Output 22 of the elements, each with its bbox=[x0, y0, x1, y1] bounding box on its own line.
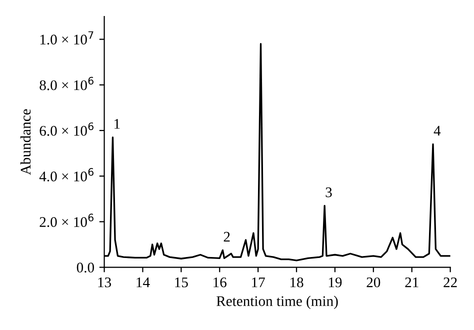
y-tick-label: 6.0 × 10$^{6}$ bbox=[40, 122, 94, 136]
annotation: 1 bbox=[114, 119, 120, 129]
y-tick-label: 4.0 × 10$^{6}$ bbox=[39, 168, 94, 182]
x-tick-label: 21 bbox=[405, 277, 418, 288]
x-tick-label: 16 bbox=[214, 277, 226, 288]
x-tick-label: 15 bbox=[175, 278, 188, 288]
x-tick-label: 18 bbox=[290, 277, 304, 288]
y-tick-label: 8.0 × 10$^{6}$ bbox=[40, 76, 94, 90]
x-axis-title: Retention time (min) bbox=[216, 296, 338, 310]
x-tick-label: 19 bbox=[328, 277, 342, 288]
x-tick-label: 17 bbox=[252, 278, 265, 288]
annotation: 2 bbox=[224, 232, 230, 242]
y-tick-label: 1.0 × 10$^{7}$ bbox=[40, 31, 94, 45]
annotation: 4 bbox=[434, 126, 441, 136]
y-tick-label: 2.0 × 10$^{6}$ bbox=[40, 214, 94, 228]
x-tick-label: 20 bbox=[366, 277, 380, 288]
y-axis-title: Abundance bbox=[20, 109, 31, 175]
annotation: 3 bbox=[326, 187, 332, 198]
y-tick-label: 0.0 bbox=[76, 262, 94, 273]
x-tick-label: 22 bbox=[444, 277, 457, 288]
x-tick-label: 13 bbox=[98, 277, 111, 288]
x-tick-label: 14 bbox=[136, 278, 150, 288]
